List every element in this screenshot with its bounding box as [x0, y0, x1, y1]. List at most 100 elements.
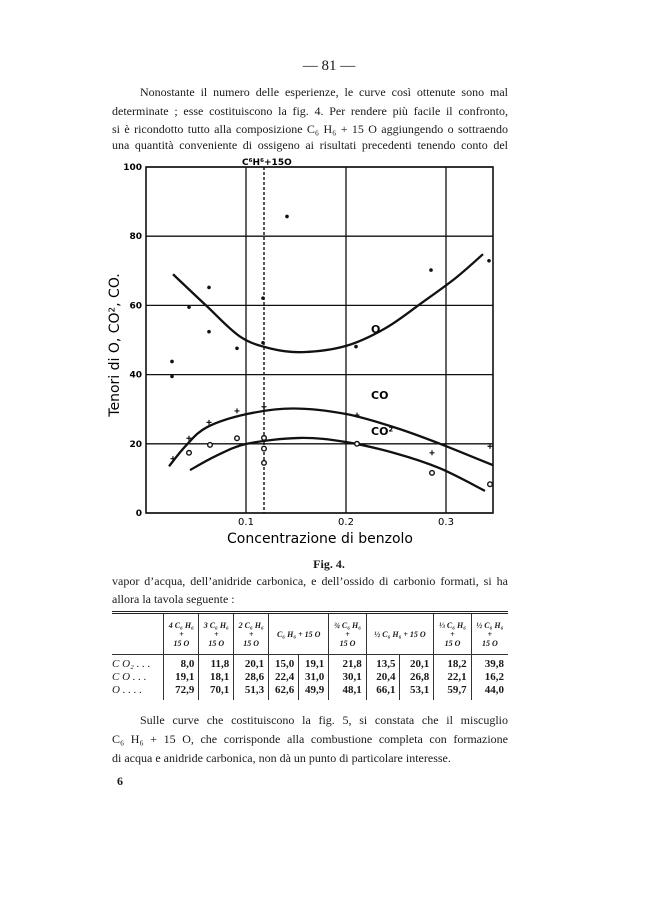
header-line: ¾ C₆ H₆ [333, 620, 362, 630]
data-point-o [235, 346, 239, 351]
table-cell: 13,5 [365, 654, 400, 671]
y-tick-label: 100 [123, 163, 142, 173]
row-label: O . . . . [112, 684, 142, 696]
header-line: + [248, 629, 254, 639]
series-label: CO [371, 389, 388, 402]
header-line: + [214, 629, 219, 639]
paragraph-line: C₆ H₆ + 15 O, che corrisponde alla combu… [112, 732, 508, 746]
header-line: ½ C₆ H₆ [476, 620, 504, 630]
paragraph-line: allora la tavola seguente : [112, 592, 235, 606]
paragraph-line: una quantità conveniente di ossigeno ai … [112, 138, 508, 152]
data-point-o [487, 258, 491, 263]
chart-grid [145, 166, 494, 514]
page-number: — 81 — [302, 58, 356, 74]
header-line: 15 O [444, 638, 461, 648]
table-cell: 66,1 [365, 684, 400, 700]
table-column-header: 3 C₆ H₆ +15 O [198, 612, 234, 655]
paragraph-line: si è ricondotto tutto alla composizione … [112, 122, 508, 136]
table-column-header: ¾ C₆ H₆ +15 O [328, 612, 367, 655]
paragraph-line: vapor d’acqua, dell’anidride carbonica, … [112, 574, 508, 588]
y-tick-label: 20 [129, 440, 142, 450]
table-cell: 30,1 [328, 671, 367, 684]
table-cell: 28,6 [233, 671, 269, 684]
table-cell: 18,2 [433, 654, 472, 671]
y-axis-title: Tenori di O, CO², CO. [107, 273, 123, 417]
data-point-co [186, 435, 192, 441]
table-cell: 22,4 [268, 671, 299, 684]
figure-4-chart: 0 20 40 60 80 100 0.1 0.2 0.3 C⁶H⁶+15O Concentrazi… [107, 158, 494, 545]
y-tick-label: 60 [129, 301, 142, 311]
data-point-co [261, 404, 267, 410]
data-point-o [285, 214, 289, 219]
signature-mark: 6 [117, 774, 123, 788]
data-point-co [354, 412, 360, 418]
data-point-co [170, 456, 176, 462]
header-line: C₆ H₆ + 15 O [276, 629, 321, 639]
header-line: ⅓ C₆ H₆ [438, 620, 467, 630]
header-line: 15 O [208, 638, 225, 648]
table-cell: 20,1 [233, 654, 269, 671]
table-cell: 18,1 [198, 671, 234, 684]
data-point-co [206, 419, 212, 425]
table-cell: 19,1 [298, 654, 329, 671]
table-cell: 39,8 [470, 654, 508, 671]
data-point-co2 [429, 469, 436, 476]
table-cell: 21,8 [328, 654, 367, 671]
table-row: C O₂ . . . 8,0 11,8 20,1 15,0 19,1 21,8 13,5 20,… [112, 654, 508, 671]
table-column-header: ⅓ C₆ H₆ +15 O [433, 612, 472, 655]
data-point-o [207, 285, 211, 290]
table-column-header: 4 C₆ H₆ +15 O [163, 612, 199, 655]
data-point-o [429, 268, 433, 272]
data-point-co2 [233, 435, 240, 442]
y-tick-label: 80 [129, 232, 142, 242]
chart-curves [168, 253, 494, 492]
y-tick-label: 40 [129, 371, 142, 381]
header-line: 4 C₆ H₆ [168, 620, 194, 630]
header-line: ½ C₆ H₆ + 15 O [374, 629, 426, 639]
table-cell: 15,0 [268, 654, 299, 671]
figure-caption: Fig. 4. [313, 557, 345, 571]
table-column-header: C₆ H₆ + 15 O [268, 612, 329, 655]
paragraph-line: determinate ; esse costituiscono la fig.… [112, 104, 508, 118]
table-cell: 11,8 [198, 654, 234, 671]
table-cell: 22,1 [433, 671, 472, 684]
table-cell: 49,9 [298, 684, 329, 700]
data-point-o [170, 374, 174, 379]
header-line: 15 O [243, 638, 260, 648]
data-point-co2 [261, 434, 268, 441]
table-cell: 8,0 [163, 654, 199, 671]
table-corner [112, 612, 164, 655]
curve-o [172, 253, 484, 354]
composition-marker-label: C⁶H⁶+15O [242, 158, 292, 168]
data-point-co2 [261, 459, 268, 466]
data-point-co2 [354, 440, 361, 447]
data-point-co [429, 450, 435, 456]
y-tick-label: 0 [136, 509, 142, 519]
x-axis-title: Concentrazione di benzolo [227, 531, 413, 545]
header-line: 2 C₆ H₆ [238, 620, 264, 630]
curve-co [168, 407, 494, 468]
table-cell: 20,1 [399, 654, 434, 671]
chart-labels: 0 20 40 60 80 100 0.1 0.2 0.3 C⁶H⁶+15O Concentrazi… [107, 158, 454, 545]
row-label: C O₂ . . . [112, 658, 151, 670]
table-cell: 72,9 [163, 684, 199, 700]
data-point-co [487, 443, 493, 449]
table-cell: 20,4 [365, 671, 400, 684]
table-cell: 53,1 [399, 684, 434, 700]
chart-points [170, 214, 494, 488]
header-line: + [179, 629, 184, 639]
header-line: + [345, 629, 350, 639]
series-label: CO² [371, 425, 393, 438]
table-cell: 59,7 [433, 684, 472, 700]
series-label: O [371, 323, 380, 336]
table-cell: 31,0 [298, 671, 329, 684]
table-column-header: ½ C₆ H₆ + 15 O [365, 612, 434, 655]
table-row: O . . . . 72,9 70,1 51,3 62,6 49,9 48,1 66,1 53,… [112, 684, 508, 700]
table-cell: 19,1 [163, 671, 199, 684]
table-cell: 16,2 [470, 671, 508, 684]
table-column-header: 2 C₆ H₆ +15 O [233, 612, 269, 655]
header-line: 15 O [481, 638, 498, 648]
data-point-co2 [206, 441, 213, 448]
header-line: 3 C₆ H₆ [203, 620, 229, 630]
